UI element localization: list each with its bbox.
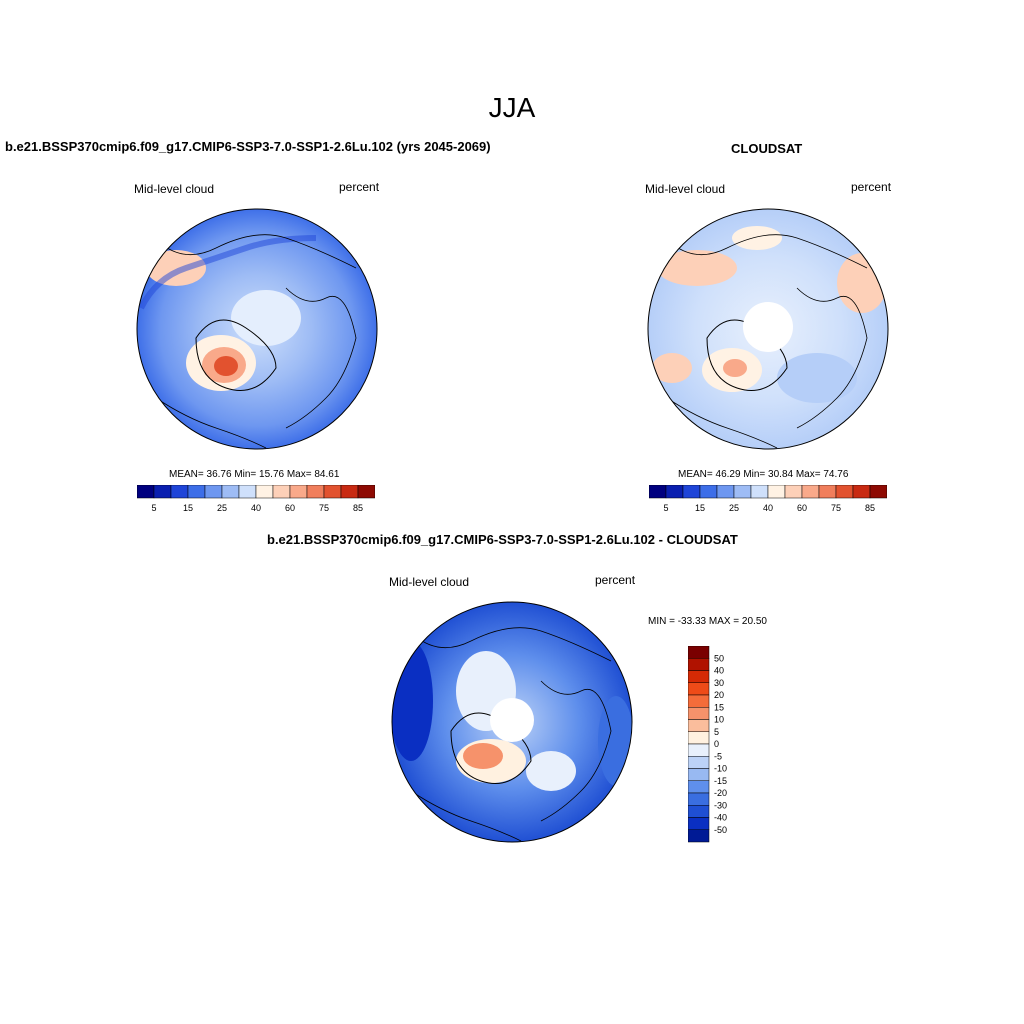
colorbar-tick-label: 5 xyxy=(151,503,156,513)
panel1-greenland-max xyxy=(214,356,238,376)
colorbar-tick-label: 5 xyxy=(714,727,719,737)
colorbar-box xyxy=(688,780,710,794)
panel1-polar-map xyxy=(136,208,378,450)
panel2-colorbar: 515254060758595 xyxy=(649,485,887,513)
colorbar-box xyxy=(221,485,240,499)
panel1-siberia-patch xyxy=(146,250,206,286)
colorbar-tick-label: 15 xyxy=(695,503,705,513)
panel1-colorbar: 515254060758595 xyxy=(137,485,375,513)
colorbar-tick-label: 0 xyxy=(714,739,719,749)
colorbar-tick-label: 85 xyxy=(353,503,363,513)
colorbar-tick-label: 40 xyxy=(251,503,261,513)
colorbar-box xyxy=(688,658,710,671)
panel1-title: b.e21.BSSP370cmip6.f09_g17.CMIP6-SSP3-7.… xyxy=(5,139,491,154)
colorbar-tick-label: 15 xyxy=(183,503,193,513)
colorbar-tick-label: 25 xyxy=(729,503,739,513)
colorbar-tick-label: 30 xyxy=(714,678,724,688)
colorbar-box xyxy=(869,485,887,499)
colorbar-box xyxy=(323,485,342,499)
panel3-title: b.e21.BSSP370cmip6.f09_g17.CMIP6-SSP3-7.… xyxy=(267,532,738,547)
colorbar-box xyxy=(784,485,803,499)
colorbar-box xyxy=(688,768,710,781)
colorbar-box xyxy=(688,670,710,683)
panel2-variable-label: Mid-level cloud xyxy=(645,182,726,196)
colorbar-box xyxy=(204,485,223,499)
colorbar-box xyxy=(289,485,308,499)
colorbar-box xyxy=(852,485,871,499)
colorbar-box xyxy=(688,694,710,708)
panel1-stats: MEAN= 36.76 Min= 15.76 Max= 84.61 xyxy=(169,469,340,480)
colorbar-box xyxy=(699,485,718,499)
colorbar-tick-label: -5 xyxy=(714,751,722,761)
colorbar-tick-label: -10 xyxy=(714,764,727,774)
colorbar-tick-label: 50 xyxy=(714,653,724,663)
figure-title: JJA xyxy=(488,92,536,123)
colorbar-box xyxy=(688,646,710,659)
panel2-pole-gap xyxy=(743,302,793,352)
panel2-stats: MEAN= 46.29 Min= 30.84 Max= 74.76 xyxy=(678,469,849,480)
panel1-greenland-coast xyxy=(195,319,277,391)
panel3-polar-map xyxy=(391,601,633,843)
panel3-stats: MIN = -33.33 MAX = 20.50 xyxy=(648,616,767,627)
colorbar-box xyxy=(688,817,710,830)
colorbar-box xyxy=(688,756,710,769)
colorbar-box xyxy=(255,485,274,499)
colorbar-box xyxy=(340,485,359,499)
colorbar-box xyxy=(688,719,710,732)
colorbar-tick-label: -50 xyxy=(714,825,727,835)
colorbar-tick-label: -20 xyxy=(714,788,727,798)
colorbar-tick-label: -15 xyxy=(714,776,727,786)
colorbar-box xyxy=(272,485,291,499)
colorbar-box xyxy=(733,485,752,499)
colorbar-box xyxy=(688,743,710,757)
colorbar-box xyxy=(688,707,710,720)
panel3-variable-label: Mid-level cloud xyxy=(389,575,470,589)
colorbar-box xyxy=(649,485,667,499)
panel2-polar-map xyxy=(647,208,889,450)
colorbar-box xyxy=(357,485,375,499)
colorbar-box xyxy=(688,792,710,806)
colorbar-box xyxy=(688,829,710,843)
colorbar-box xyxy=(187,485,206,499)
panel1-variable-label: Mid-level cloud xyxy=(134,182,215,196)
colorbar-tick-label: 60 xyxy=(285,503,295,513)
panel2-title: CLOUDSAT xyxy=(731,141,803,156)
panel1-units-label: percent xyxy=(339,180,380,194)
colorbar-tick-label: 60 xyxy=(797,503,807,513)
colorbar-box xyxy=(818,485,837,499)
panel1-coastline xyxy=(285,287,357,429)
colorbar-box xyxy=(835,485,854,499)
colorbar-box xyxy=(682,485,701,499)
colorbar-tick-label: 5 xyxy=(663,503,668,513)
colorbar-box xyxy=(306,485,325,499)
colorbar-box xyxy=(801,485,820,499)
colorbar-box xyxy=(665,485,684,499)
colorbar-box xyxy=(688,805,710,818)
colorbar-box xyxy=(688,682,710,696)
colorbar-box xyxy=(153,485,172,499)
colorbar-box xyxy=(767,485,786,499)
colorbar-tick-label: 75 xyxy=(319,503,329,513)
colorbar-box xyxy=(688,731,710,745)
panel3-pole-gap xyxy=(490,698,534,742)
colorbar-tick-label: 20 xyxy=(714,690,724,700)
colorbar-box xyxy=(750,485,769,499)
colorbar-tick-label: 85 xyxy=(865,503,875,513)
colorbar-box xyxy=(137,485,155,499)
colorbar-tick-label: -40 xyxy=(714,813,727,823)
colorbar-tick-label: 75 xyxy=(831,503,841,513)
colorbar-tick-label: 15 xyxy=(714,702,724,712)
colorbar-box xyxy=(170,485,189,499)
panel3-units-label: percent xyxy=(595,573,636,587)
colorbar-tick-label: -30 xyxy=(714,800,727,810)
colorbar-tick-label: 10 xyxy=(714,715,724,725)
panel2-units-label: percent xyxy=(851,180,892,194)
colorbar-tick-label: 25 xyxy=(217,503,227,513)
colorbar-tick-label: 40 xyxy=(763,503,773,513)
colorbar-tick-label: 40 xyxy=(714,666,724,676)
colorbar-box xyxy=(716,485,735,499)
colorbar-box xyxy=(238,485,257,499)
